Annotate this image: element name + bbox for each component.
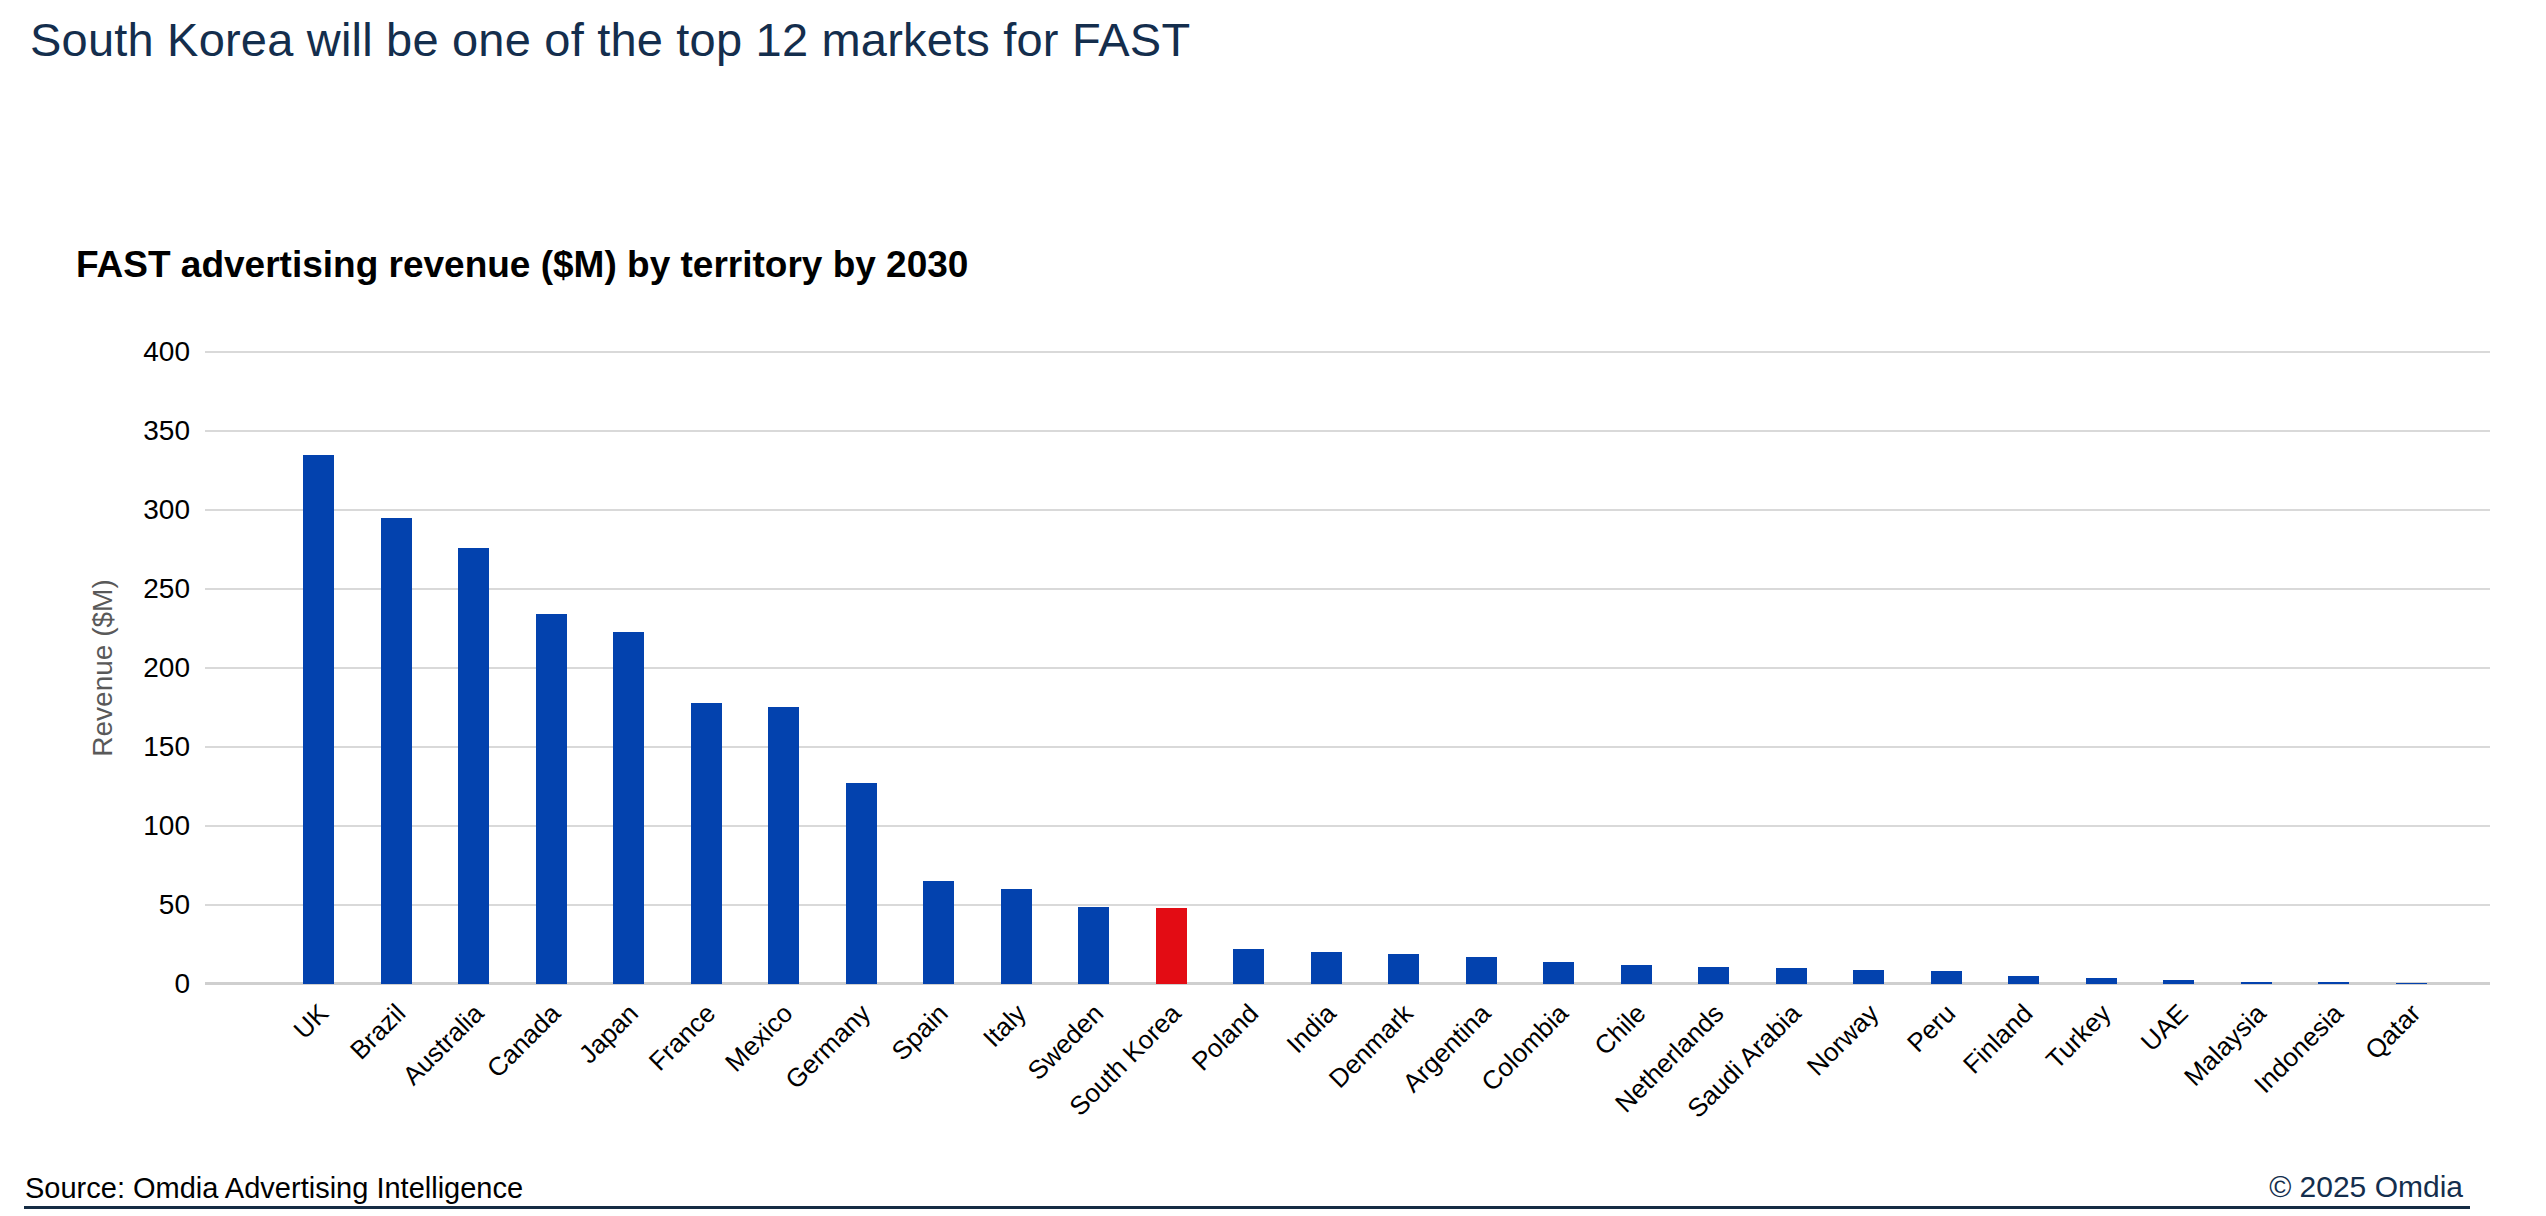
bar-italy (1001, 889, 1032, 984)
x-tick-label: Germany (780, 998, 878, 1096)
y-axis-title: Revenue ($M) (87, 579, 119, 756)
bar-slot (2218, 352, 2296, 984)
bar-slot (978, 352, 1056, 984)
bar-slot (1133, 352, 1211, 984)
chart-title: FAST advertising revenue ($M) by territo… (76, 244, 968, 286)
y-tick-label: 300 (0, 495, 190, 525)
bar-slot (1753, 352, 1831, 984)
bar-denmark (1388, 954, 1419, 984)
x-tick-label: India (1280, 998, 1342, 1060)
bar-slot (823, 352, 901, 984)
y-tick-label: 400 (0, 337, 190, 367)
bar-slot (668, 352, 746, 984)
bar-slot (1210, 352, 1288, 984)
bar-slot (2063, 352, 2141, 984)
bar-norway (1853, 970, 1884, 984)
bar-slot (280, 352, 358, 984)
bar-spain (923, 881, 954, 984)
bar-uk (303, 455, 334, 984)
page-title: South Korea will be one of the top 12 ma… (30, 12, 1190, 67)
bar-slot (513, 352, 591, 984)
bar-slot (590, 352, 668, 984)
x-tick-label: Japan (573, 998, 645, 1070)
bar-slot (900, 352, 978, 984)
x-tick-label: Norway (1800, 998, 1884, 1082)
y-tick-label: 50 (0, 890, 190, 920)
bar-saudi-arabia (1776, 968, 1807, 984)
bar-slot (745, 352, 823, 984)
bar-series (280, 352, 2450, 984)
bar-canada (536, 614, 567, 984)
x-tick-label: Finland (1957, 998, 2039, 1080)
x-tick-label: Qatar (2359, 998, 2427, 1066)
x-tick-label: Spain (886, 998, 955, 1067)
bar-slot (1598, 352, 1676, 984)
bar-slot (358, 352, 436, 984)
bar-slot (1055, 352, 1133, 984)
x-tick-label: Italy (977, 998, 1033, 1054)
bar-sweden (1078, 907, 1109, 984)
bar-brazil (381, 518, 412, 984)
x-tick-label: Turkey (2040, 998, 2117, 1075)
bar-slot (1443, 352, 1521, 984)
bar-malaysia (2241, 982, 2272, 984)
bar-uae (2163, 980, 2194, 984)
bar-south-korea (1156, 908, 1187, 984)
bar-india (1311, 952, 1342, 984)
bar-slot (2140, 352, 2218, 984)
y-tick-label: 350 (0, 416, 190, 446)
bar-australia (458, 548, 489, 984)
bar-germany (846, 783, 877, 984)
x-tick-label: Peru (1901, 998, 1962, 1059)
bar-slot (1520, 352, 1598, 984)
bar-slot (2295, 352, 2373, 984)
copyright-note: © 2025 Omdia (2269, 1170, 2463, 1204)
bar-argentina (1466, 957, 1497, 984)
x-axis-tick-labels: UKBrazilAustraliaCanadaJapanFranceMexico… (280, 998, 2450, 1158)
bar-peru (1931, 971, 1962, 984)
x-tick-label: Chile (1588, 998, 1652, 1062)
bar-slot (435, 352, 513, 984)
slide: South Korea will be one of the top 12 ma… (0, 0, 2546, 1216)
bar-netherlands (1698, 967, 1729, 984)
bar-japan (613, 632, 644, 984)
bar-poland (1233, 949, 1264, 984)
y-tick-label: 100 (0, 811, 190, 841)
source-note: Source: Omdia Advertising Intelligence (25, 1172, 523, 1205)
bar-colombia (1543, 962, 1574, 984)
bar-chile (1621, 965, 1652, 984)
x-tick-label: Brazil (344, 998, 412, 1066)
bar-slot (2373, 352, 2451, 984)
x-tick-label: France (643, 998, 722, 1077)
x-tick-label: Canada (481, 998, 567, 1084)
bar-turkey (2086, 978, 2117, 984)
y-tick-label: 0 (0, 969, 190, 999)
bar-slot (1675, 352, 1753, 984)
bar-mexico (768, 707, 799, 984)
x-tick-label: Poland (1185, 998, 1264, 1077)
x-tick-label: UAE (2135, 998, 2195, 1058)
bar-slot (1830, 352, 1908, 984)
bar-qatar (2396, 983, 2427, 984)
x-tick-label: Australia (396, 998, 489, 1091)
footer-divider (24, 1206, 2470, 1209)
bar-slot (1908, 352, 1986, 984)
bar-indonesia (2318, 982, 2349, 984)
bar-slot (1985, 352, 2063, 984)
bar-slot (1365, 352, 1443, 984)
plot-area (205, 352, 2490, 984)
bar-slot (1288, 352, 1366, 984)
bar-france (691, 703, 722, 984)
x-tick-label: UK (287, 998, 334, 1045)
bar-finland (2008, 976, 2039, 984)
